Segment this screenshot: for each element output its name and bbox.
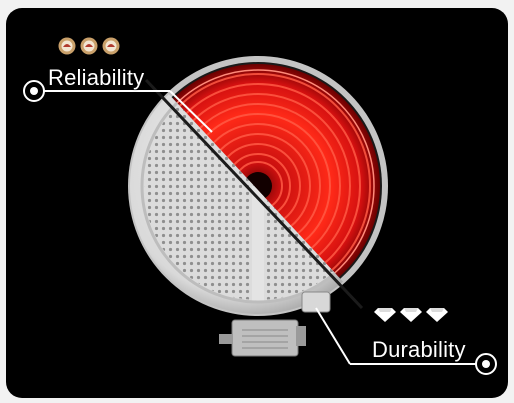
durability-rating xyxy=(374,308,448,322)
durability-label: Durability xyxy=(372,337,466,362)
heating-element-illustration xyxy=(23,56,497,375)
reliability-label: Reliability xyxy=(48,65,145,90)
reliability-rating xyxy=(58,37,120,55)
badge-icon xyxy=(102,37,120,55)
diamond-icon xyxy=(400,308,422,322)
badge-icon xyxy=(80,37,98,55)
badge-icon xyxy=(58,37,76,55)
connector-block xyxy=(219,291,331,357)
durability-callout-line xyxy=(315,307,497,375)
reliability-callout-line xyxy=(23,80,213,133)
diamond-icon xyxy=(426,308,448,322)
dark-panel: Reliability Durab xyxy=(6,8,508,398)
diamond-icon xyxy=(374,308,396,322)
